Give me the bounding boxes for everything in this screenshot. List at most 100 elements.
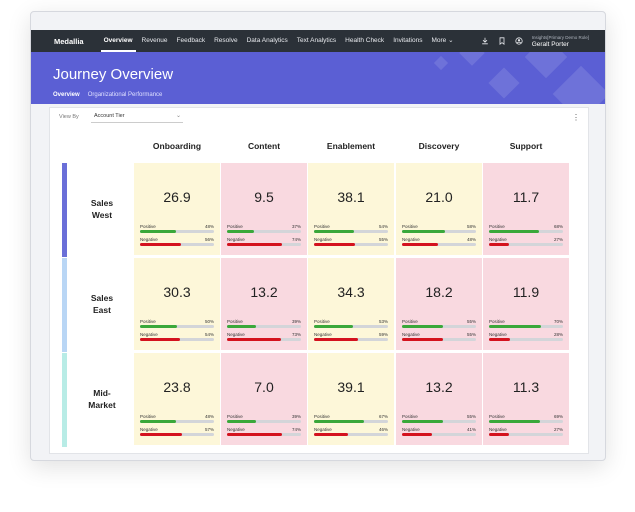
negative-bar-fill	[489, 433, 509, 436]
download-icon[interactable]	[481, 37, 489, 45]
positive-bar-track	[227, 230, 301, 233]
chevron-down-icon: ⌄	[175, 113, 181, 119]
user-role: Insights[Primary Demo Role]	[531, 35, 589, 40]
heatmap-cell[interactable]: 13.2 Positive 55% Negative 41%	[396, 353, 482, 445]
heatmap-cell[interactable]: 21.0 Positive 58% Negative 48%	[396, 163, 482, 255]
negative-bar-track	[402, 338, 476, 341]
heatmap-cell[interactable]: 11.3 Positive 69% Negative 27%	[483, 353, 569, 445]
cell-score: 21.0	[425, 189, 453, 205]
negative-metric-label-row: Negative 27%	[489, 427, 563, 432]
tab-organizational-performance[interactable]: Organizational Performance	[87, 92, 163, 98]
heatmap-cell[interactable]: 30.3 Positive 50% Negative 54%	[134, 258, 220, 350]
nav-item-overview[interactable]: Overview	[100, 30, 136, 52]
positive-metric: Positive 70%	[489, 319, 563, 328]
row-label: Sales West	[70, 163, 134, 255]
positive-label: Positive	[489, 319, 505, 324]
banner-decoration	[524, 52, 568, 79]
view-by-select[interactable]: Account Tier ⌄	[91, 111, 183, 123]
positive-bar-fill	[314, 325, 354, 328]
heatmap-card: View By Account Tier ⌄ ⋮ Onboarding Conte…	[49, 107, 589, 454]
cell-score: 11.9	[512, 284, 540, 300]
positive-percent: 54%	[378, 224, 388, 229]
nav-item-text-analytics[interactable]: Text Analytics	[296, 37, 337, 44]
column-header-content: Content	[247, 141, 281, 151]
row-label-line: East	[93, 305, 111, 315]
tab-overview[interactable]: Overview	[53, 92, 80, 98]
nav-item-health-check[interactable]: Health Check	[345, 37, 385, 44]
medallia-logo[interactable]: Medallia	[54, 36, 84, 46]
heatmap-cell[interactable]: 11.9 Positive 70% Negative 28%	[483, 258, 569, 350]
banner-decoration	[488, 67, 520, 99]
negative-bar-track	[402, 243, 476, 246]
negative-percent: 73%	[291, 332, 301, 337]
negative-percent: 55%	[378, 237, 388, 242]
negative-label: Negative	[402, 237, 420, 242]
negative-bar-fill	[140, 243, 182, 246]
positive-bar-fill	[402, 325, 443, 328]
negative-metric-label-row: Negative 56%	[140, 237, 214, 242]
negative-metric: Negative 46%	[314, 427, 388, 436]
negative-label: Negative	[489, 427, 507, 432]
heatmap-cell[interactable]: 23.8 Positive 48% Negative 57%	[134, 353, 220, 445]
cell-score: 9.5	[254, 189, 274, 205]
negative-bar-track	[227, 433, 301, 436]
positive-bar-fill	[140, 230, 176, 233]
cell-score: 18.2	[425, 284, 453, 300]
cell-score: 23.8	[163, 379, 191, 395]
heatmap-cell[interactable]: 39.1 Positive 67% Negative 46%	[308, 353, 394, 445]
negative-label: Negative	[227, 427, 245, 432]
nav-item-resolve[interactable]: Resolve	[214, 37, 238, 44]
cell-score: 39.1	[337, 379, 365, 395]
positive-bar-track	[314, 325, 388, 328]
positive-label: Positive	[140, 224, 156, 229]
positive-metric: Positive 67%	[314, 414, 388, 423]
positive-label: Positive	[489, 224, 505, 229]
negative-metric-label-row: Negative 46%	[314, 427, 388, 432]
negative-metric-label-row: Negative 74%	[227, 427, 301, 432]
positive-label: Positive	[227, 319, 243, 324]
banner-decoration	[433, 55, 449, 71]
row-label: Sales East	[70, 258, 134, 350]
page-title: Journey Overview	[53, 66, 174, 83]
positive-metric: Positive 68%	[489, 224, 563, 233]
nav-item-feedback[interactable]: Feedback	[176, 37, 206, 44]
positive-metric-label-row: Positive 70%	[489, 319, 563, 324]
heatmap-cell[interactable]: 26.9 Positive 48% Negative 56%	[134, 163, 220, 255]
negative-percent: 55%	[466, 332, 476, 337]
positive-label: Positive	[227, 414, 243, 419]
negative-bar-track	[489, 433, 563, 436]
positive-percent: 39%	[291, 414, 301, 419]
negative-bar-fill	[402, 338, 443, 341]
bookmark-icon[interactable]	[498, 37, 506, 45]
positive-percent: 55%	[466, 414, 476, 419]
view-by-label: View By	[59, 114, 79, 120]
positive-metric: Positive 39%	[227, 319, 301, 328]
nav-item-data-analytics[interactable]: Data Analytics	[246, 37, 288, 44]
positive-metric-label-row: Positive 39%	[227, 319, 301, 324]
user-avatar-icon[interactable]	[515, 37, 523, 45]
positive-metric: Positive 48%	[140, 414, 214, 423]
column-header-enablement: Enablement	[326, 141, 376, 151]
negative-metric: Negative 55%	[402, 332, 476, 341]
heatmap-cell[interactable]: 18.2 Positive 55% Negative 55%	[396, 258, 482, 350]
positive-bar-track	[227, 325, 301, 328]
heatmap-cell[interactable]: 34.3 Positive 53% Negative 59%	[308, 258, 394, 350]
positive-bar-track	[314, 230, 388, 233]
negative-metric-label-row: Negative 55%	[314, 237, 388, 242]
negative-bar-fill	[314, 433, 349, 436]
nav-item-more[interactable]: More ⌄	[431, 30, 453, 52]
more-options-icon[interactable]: ⋮	[572, 113, 580, 122]
heatmap-cell[interactable]: 38.1 Positive 54% Negative 55%	[308, 163, 394, 255]
negative-bar-fill	[314, 243, 355, 246]
heatmap-cell[interactable]: 9.5 Positive 37% Negative 74%	[221, 163, 307, 255]
positive-label: Positive	[314, 414, 330, 419]
positive-metric-label-row: Positive 58%	[402, 224, 476, 229]
heatmap-cell[interactable]: 13.2 Positive 39% Negative 73%	[221, 258, 307, 350]
negative-metric: Negative 28%	[489, 332, 563, 341]
user-menu[interactable]: Insights[Primary Demo Role] Geralt Porte…	[532, 34, 589, 48]
heatmap-cell[interactable]: 11.7 Positive 68% Negative 27%	[483, 163, 569, 255]
heatmap-cell[interactable]: 7.0 Positive 39% Negative 74%	[221, 353, 307, 445]
negative-percent: 74%	[291, 237, 301, 242]
nav-item-revenue[interactable]: Revenue	[141, 37, 168, 44]
nav-item-invitations[interactable]: Invitations	[393, 37, 423, 44]
